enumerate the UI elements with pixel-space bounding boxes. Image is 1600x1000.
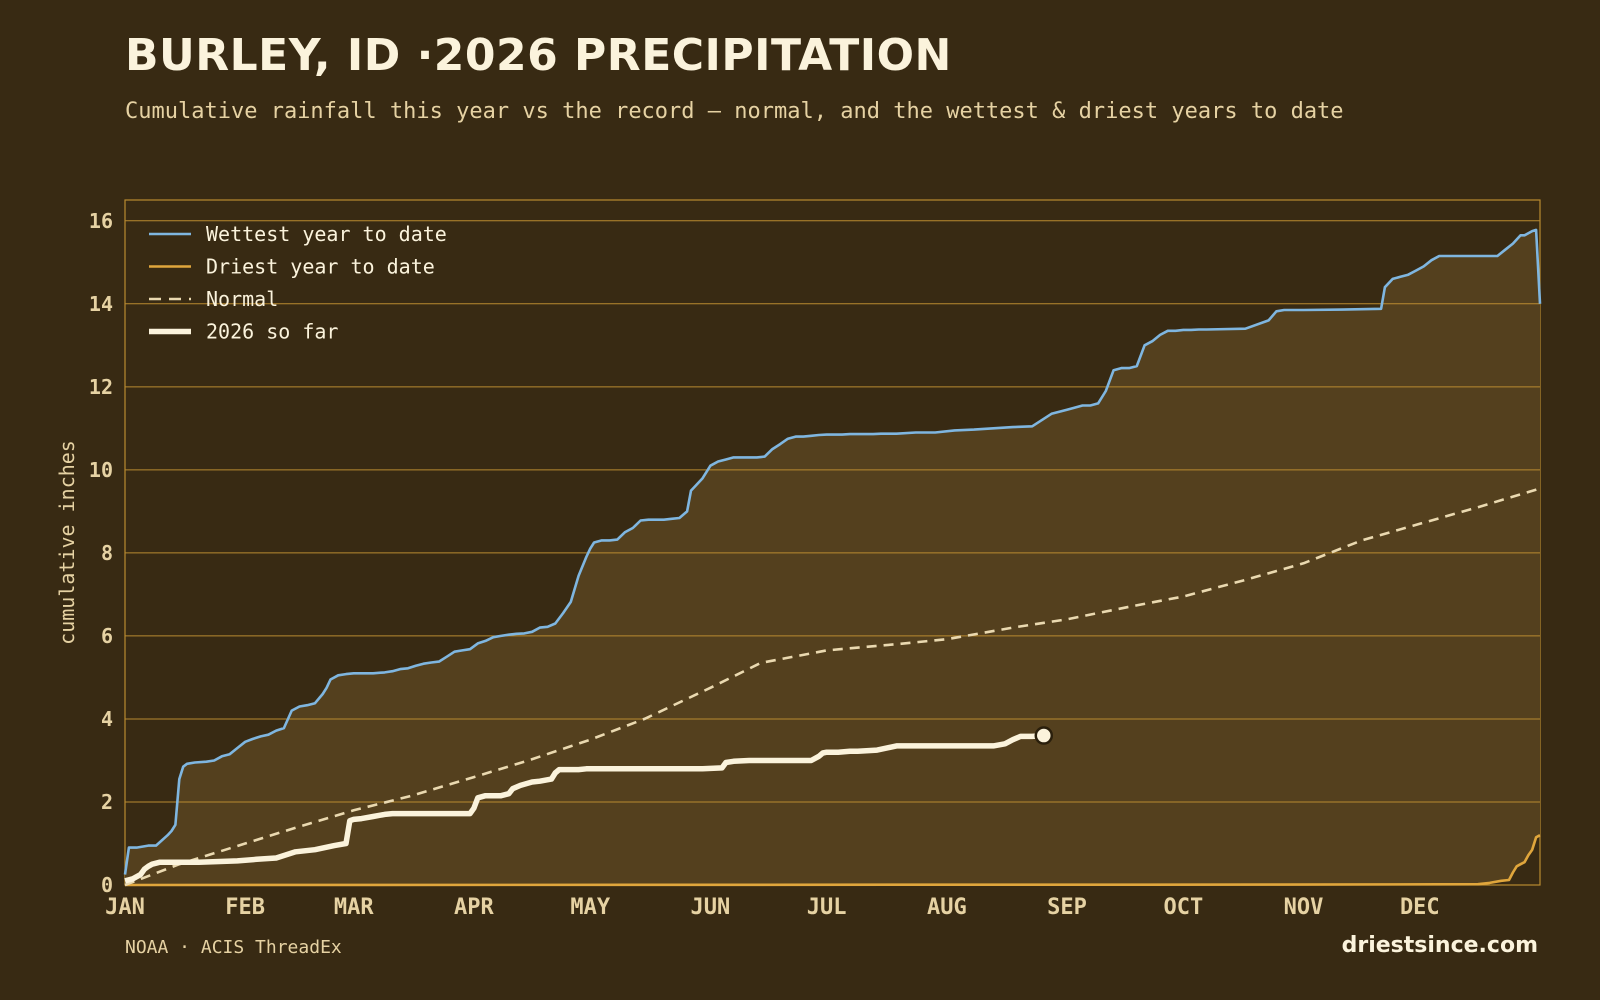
y-tick-label: 16 — [89, 209, 113, 233]
x-tick-label: NOV — [1284, 895, 1324, 920]
y-tick-label: 14 — [89, 292, 113, 316]
x-tick-label: OCT — [1163, 895, 1203, 920]
x-tick-label: JUN — [691, 895, 731, 920]
y-tick-label: 10 — [89, 458, 113, 482]
y-tick-label: 0 — [101, 873, 113, 897]
legend: Wettest year to date Driest year to date N… — [149, 222, 447, 344]
y-tick-label: 6 — [101, 624, 113, 648]
x-tick-label: SEP — [1047, 895, 1087, 920]
normal-series-line — [124, 487, 1541, 887]
wettest-series-line — [123, 228, 1542, 875]
chart-subtitle: Cumulative rainfall this year vs the rec… — [125, 99, 1344, 124]
x-tick-label: FEB — [225, 895, 265, 920]
y-tick-label: 4 — [101, 707, 113, 731]
data-source-note: NOAA · ACIS ThreadEx — [125, 937, 342, 958]
y-tick-label: 8 — [101, 541, 113, 565]
x-tick-label: MAR — [334, 895, 374, 920]
x-tick-label: MAY — [570, 895, 610, 920]
x-tick-label: JUL — [807, 895, 847, 920]
latest-point-marker — [1034, 726, 1054, 745]
chart-title: BURLEY, ID ·2026 PRECIPITATION — [125, 30, 952, 81]
x-tick-label: JAN — [105, 895, 145, 920]
legend-label: Normal — [206, 287, 278, 311]
record-range-band — [125, 229, 1540, 885]
x-tick-label: AUG — [927, 895, 967, 920]
legend-label: 2026 so far — [206, 320, 338, 344]
y-tick-label: 12 — [89, 375, 113, 399]
x-tick-label: APR — [454, 895, 494, 920]
x-tick-label: DEC — [1400, 895, 1440, 920]
legend-label: Driest year to date — [206, 255, 435, 279]
current-year-series-line — [124, 732, 1045, 884]
y-tick-label: 2 — [101, 790, 113, 814]
y-axis-label: cumulative inches — [55, 440, 79, 645]
site-brand-link[interactable]: driestsince.com — [1341, 933, 1538, 958]
legend-label: Wettest year to date — [206, 222, 447, 246]
driest-series-line — [124, 834, 1541, 887]
